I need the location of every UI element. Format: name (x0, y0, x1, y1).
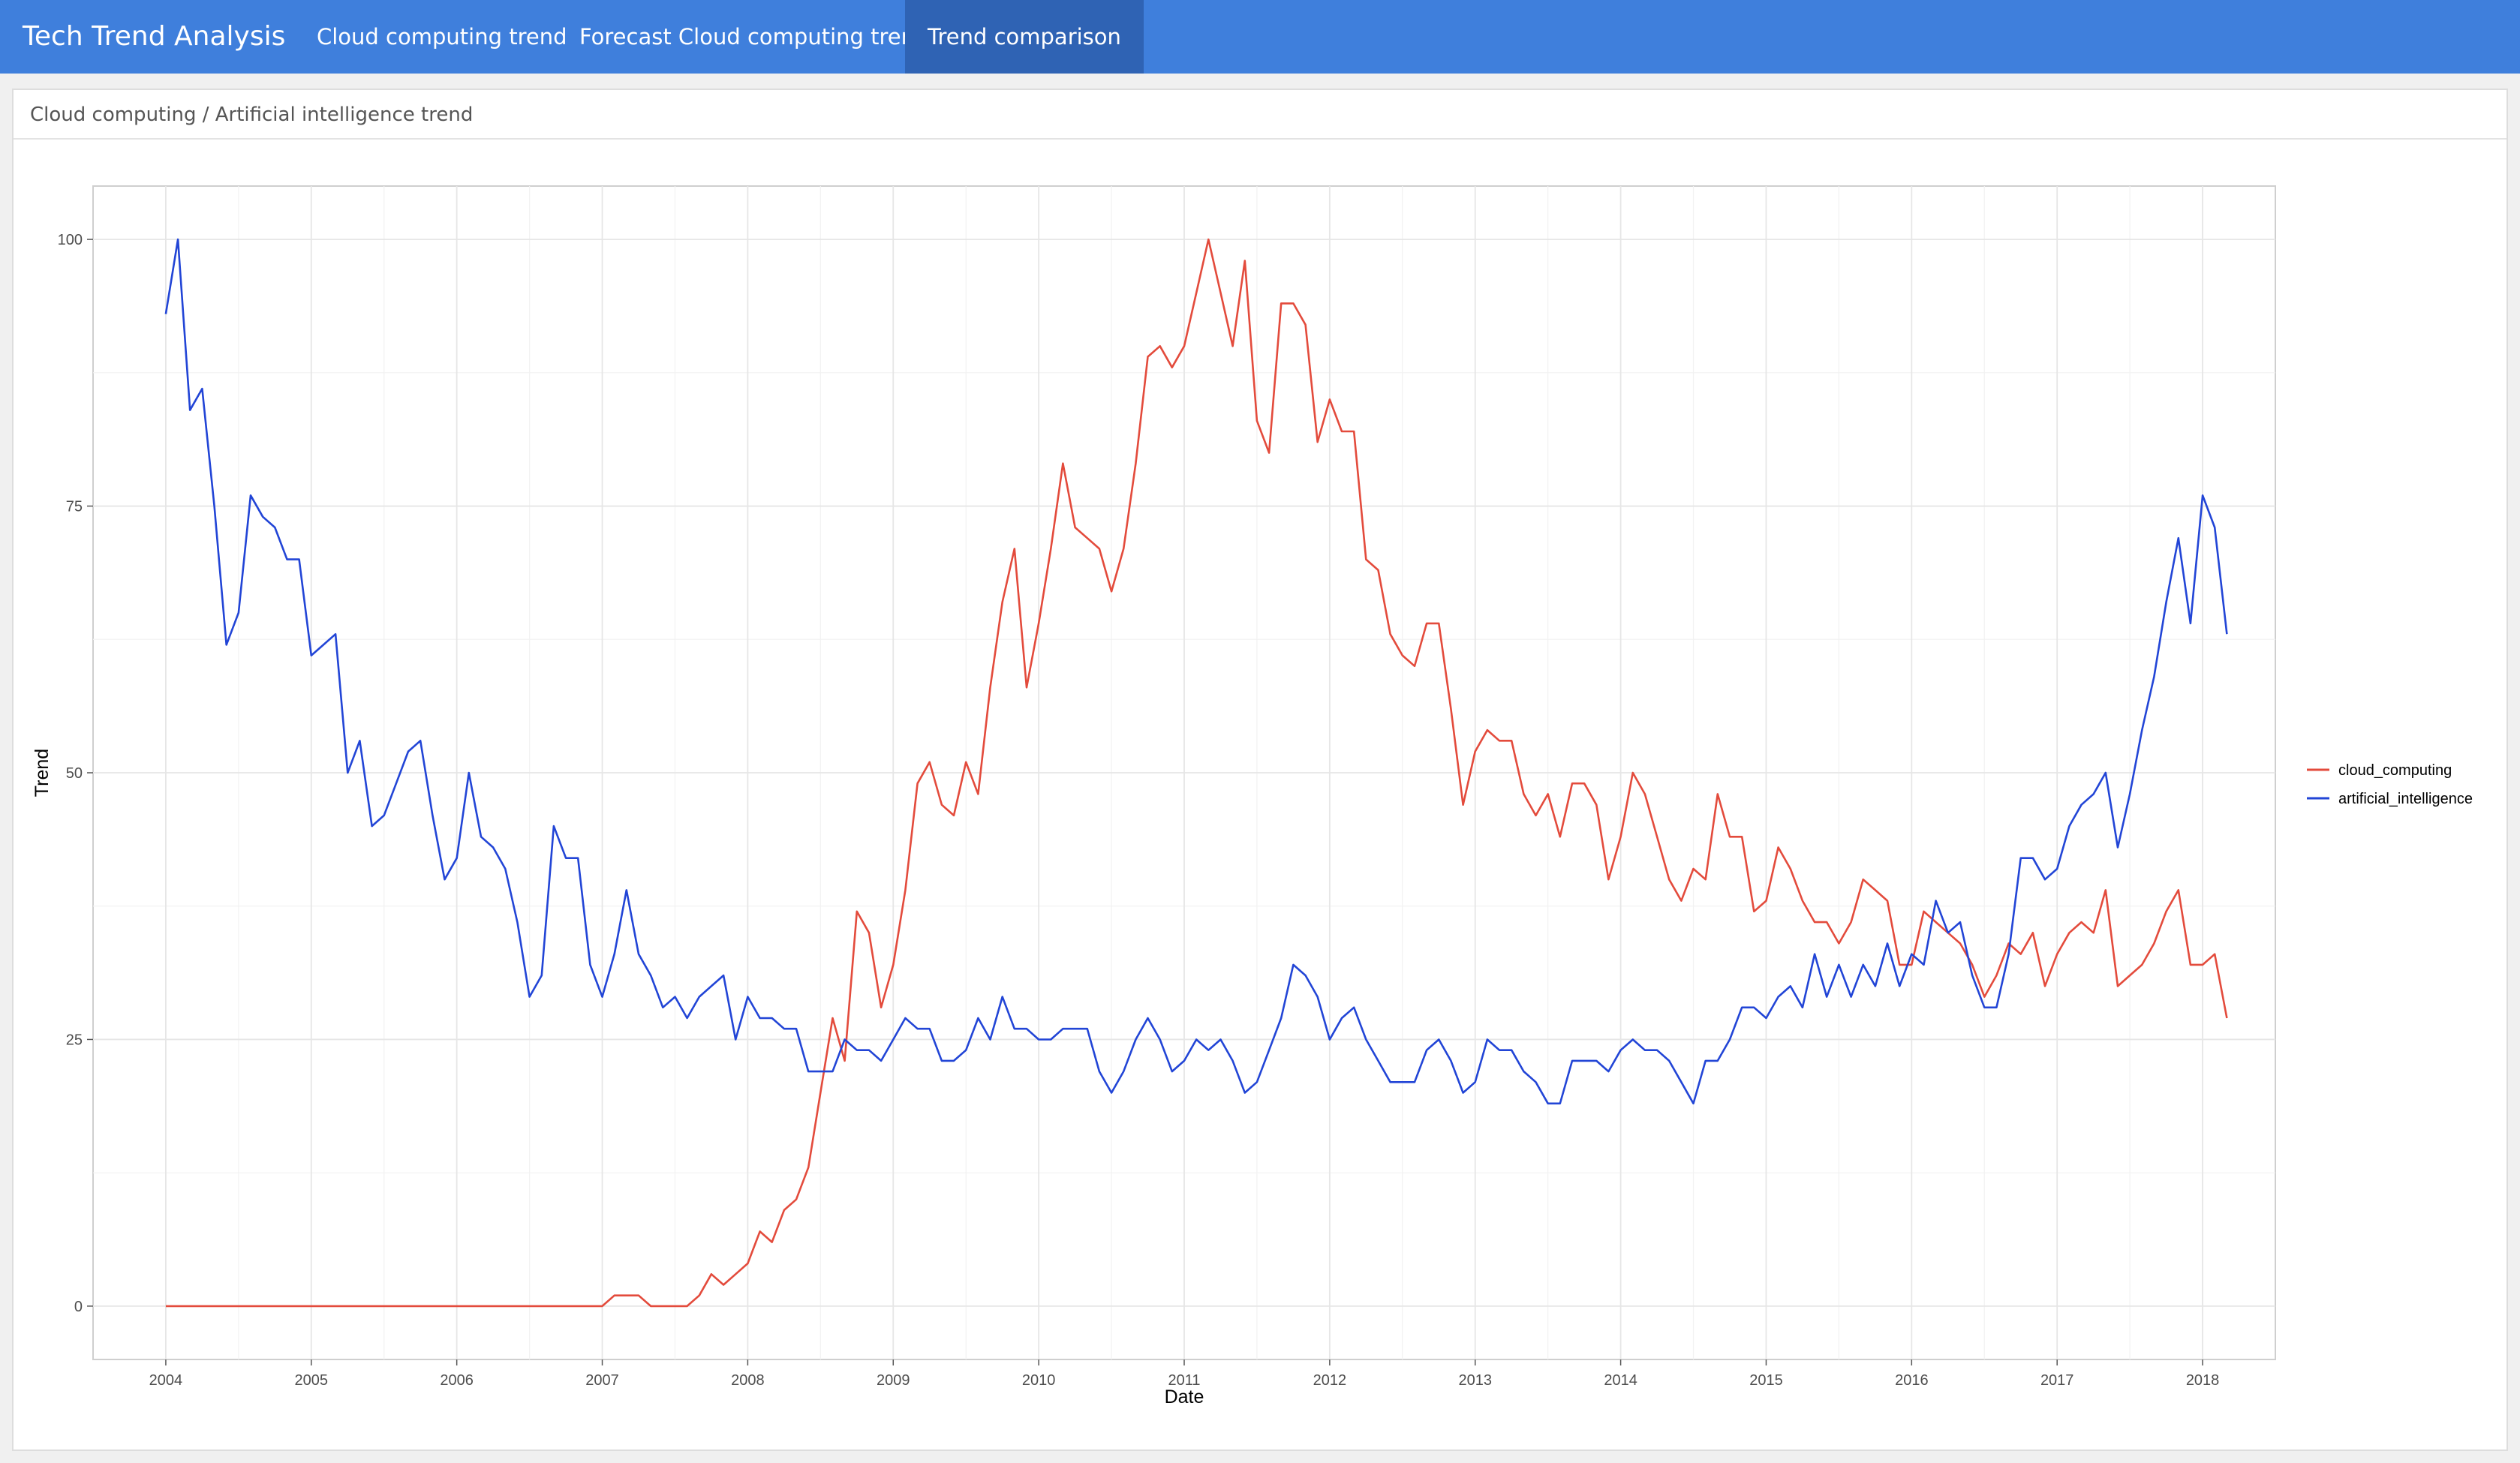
x-tick-label: 2011 (1168, 1372, 1200, 1389)
top-navbar: Tech Trend Analysis Cloud computing tren… (0, 0, 2520, 74)
x-tick-label: 2005 (295, 1372, 329, 1389)
x-tick-label: 2018 (2186, 1372, 2220, 1389)
tab-cloud-computing-trend[interactable]: Cloud computing trend (317, 24, 567, 50)
series-lines (164, 238, 2228, 1308)
x-tick-label: 2007 (585, 1372, 619, 1389)
y-tick-label: 25 (66, 1032, 83, 1048)
x-axis-title: Date (1165, 1386, 1204, 1407)
x-tick-label: 2004 (149, 1372, 183, 1389)
panel-title: Cloud computing / Artificial intelligenc… (30, 104, 474, 126)
y-tick-label: 50 (66, 765, 83, 782)
legend: cloud_computing artificial_intelligence (2307, 762, 2473, 807)
app-brand[interactable]: Tech Trend Analysis (23, 21, 286, 52)
x-tick-label: 2016 (1895, 1372, 1929, 1389)
x-tick-label: 2012 (1313, 1372, 1347, 1389)
x-tick-label: 2015 (1749, 1372, 1783, 1389)
series-line-cloud-computing (165, 238, 2228, 1308)
x-tick-label: 2010 (1022, 1372, 1056, 1389)
x-tick-label: 2009 (877, 1372, 910, 1389)
x-tick-label: 2006 (440, 1372, 474, 1389)
y-tick-label: 100 (58, 232, 83, 248)
series-line-artificial-intelligence (164, 238, 2228, 1105)
axis-ticks: 2004 2005 2006 2007 2008 2009 2010 2011 2012 2013… (58, 232, 2220, 1389)
tab-forecast-cloud-computing-trend[interactable]: Forecast Cloud computing trend (579, 24, 929, 50)
y-tick-label: 0 (74, 1299, 83, 1315)
y-axis-title: Trend (32, 749, 53, 797)
tab-trend-comparison[interactable]: Trend comparison (905, 0, 1144, 74)
x-tick-label: 2008 (731, 1372, 765, 1389)
y-tick-label: 75 (66, 499, 83, 515)
grid-lines (93, 186, 2275, 1359)
x-tick-label: 2013 (1458, 1372, 1492, 1389)
x-tick-label: 2017 (2040, 1372, 2074, 1389)
legend-label-cloud-computing: cloud_computing (2338, 762, 2452, 779)
legend-label-artificial-intelligence: artificial_intelligence (2338, 791, 2473, 807)
panel-heading: Cloud computing / Artificial intelligenc… (14, 90, 2506, 140)
x-tick-label: 2014 (1604, 1372, 1637, 1389)
